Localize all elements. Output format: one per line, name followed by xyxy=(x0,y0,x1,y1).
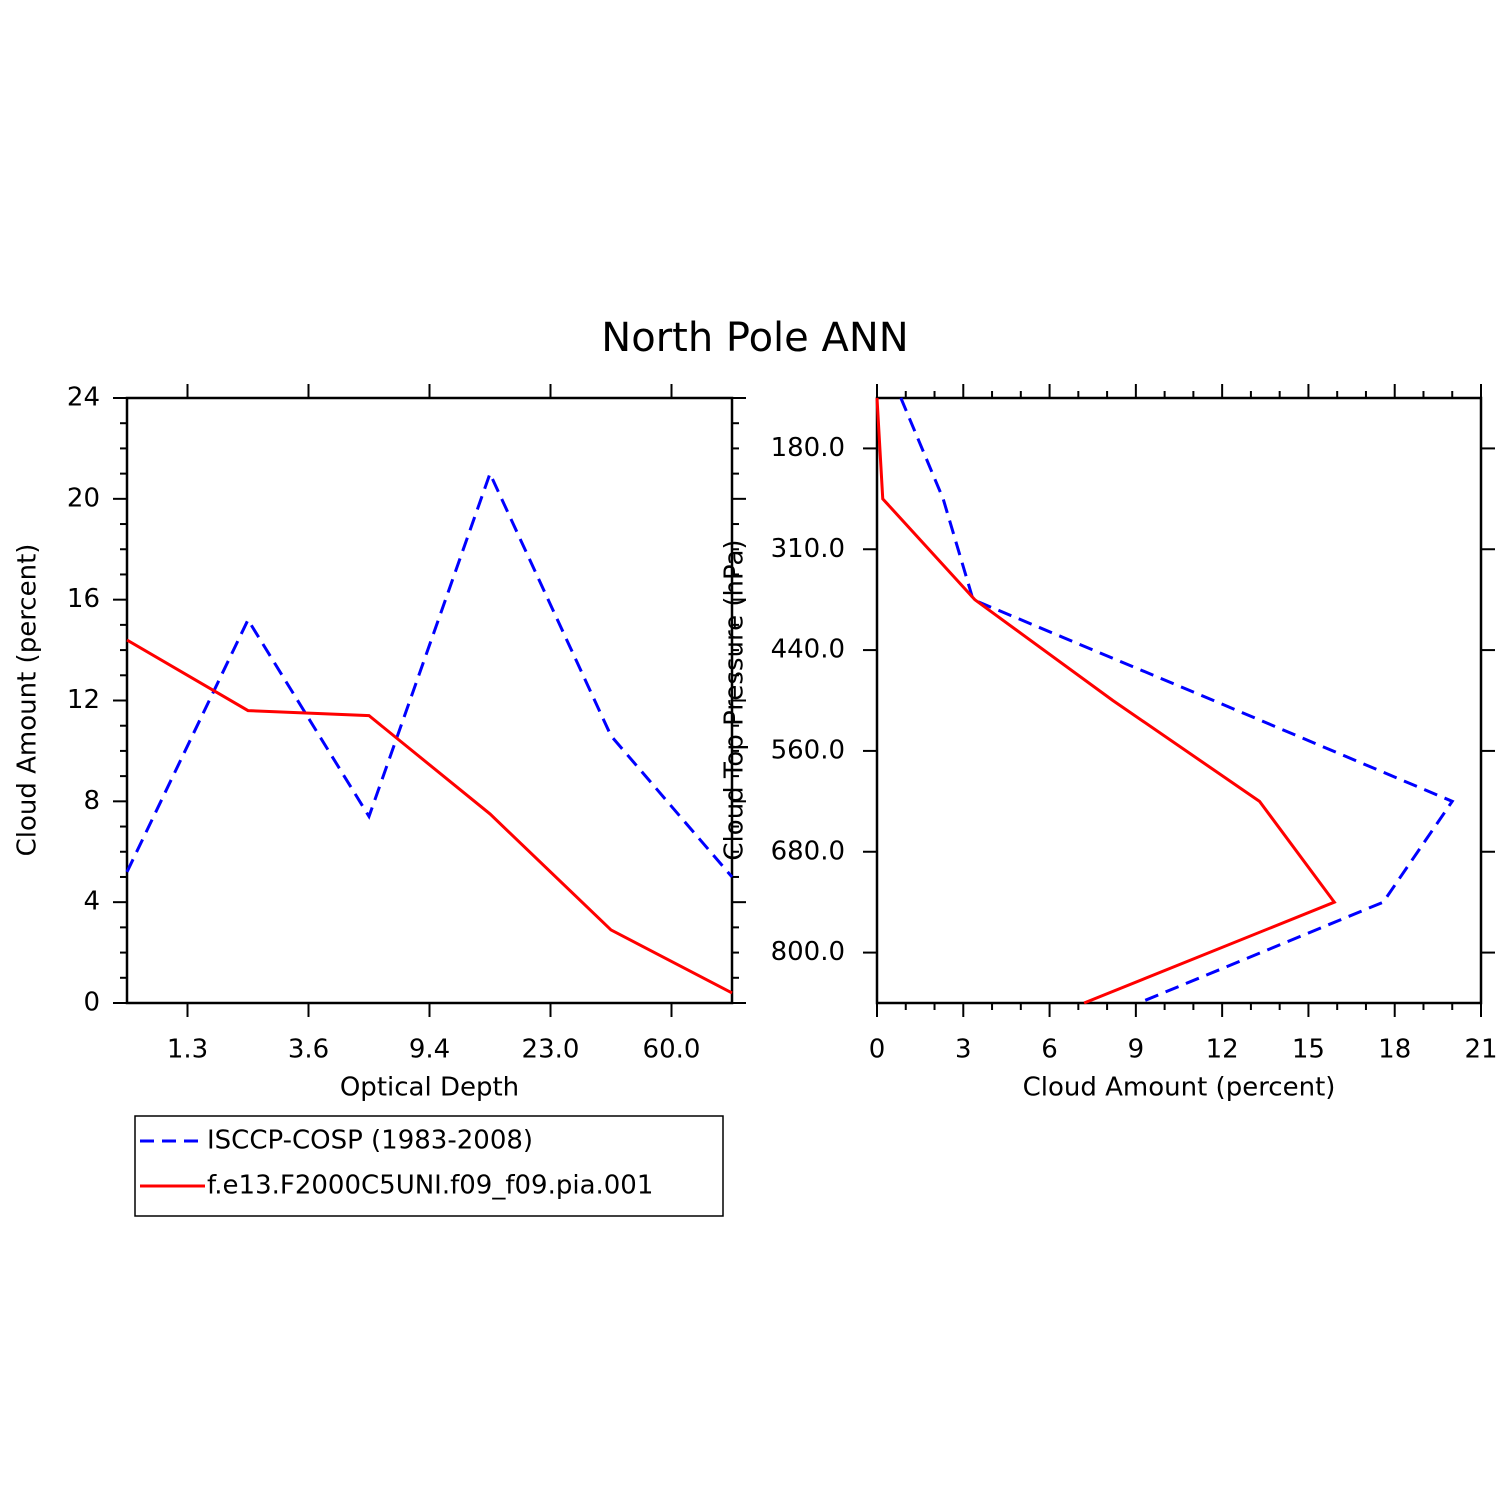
x-tick-label: 3.6 xyxy=(288,1035,329,1065)
x-tick-label: 1.3 xyxy=(167,1035,208,1065)
legend-label: ISCCP-COSP (1983-2008) xyxy=(207,1126,533,1156)
y-axis-label: Cloud Amount (percent) xyxy=(13,544,43,857)
y-tick-label: 20 xyxy=(67,483,100,513)
x-tick-label: 3 xyxy=(955,1035,972,1065)
y-tick-label: 16 xyxy=(67,584,100,614)
plot-frame xyxy=(875,396,1483,1005)
x-axis-label: Cloud Amount (percent) xyxy=(1023,1073,1336,1103)
y-tick-label: 800.0 xyxy=(771,937,845,967)
x-tick-label: 12 xyxy=(1206,1035,1239,1065)
x-tick-label: 9 xyxy=(1128,1035,1145,1065)
x-tick-label: 9.4 xyxy=(409,1035,450,1065)
x-tick-label: 18 xyxy=(1378,1035,1411,1065)
legend-box xyxy=(134,1115,724,1217)
series-line xyxy=(899,397,1455,1005)
y-tick-label: 12 xyxy=(67,685,100,715)
x-tick-label: 21 xyxy=(1464,1035,1497,1065)
x-tick-label: 0 xyxy=(869,1035,886,1065)
y-tick-label: 680.0 xyxy=(771,836,845,866)
plot-frame xyxy=(125,396,734,1005)
y-tick-label: 4 xyxy=(83,887,100,917)
series-line xyxy=(875,397,1337,1005)
y-tick-label: 180.0 xyxy=(771,433,845,463)
legend-label: f.e13.F2000C5UNI.f09_f09.pia.001 xyxy=(207,1171,653,1201)
series-line xyxy=(126,638,733,995)
y-tick-label: 8 xyxy=(83,786,100,816)
y-tick-label: 24 xyxy=(67,383,100,413)
x-axis-label: Optical Depth xyxy=(340,1073,519,1103)
series-line xyxy=(125,469,734,878)
x-tick-label: 6 xyxy=(1041,1035,1058,1065)
y-tick-label: 0 xyxy=(83,988,100,1018)
y-axis-label: Cloud Top Pressure (hPa) xyxy=(720,539,750,860)
figure-title: North Pole ANN xyxy=(601,315,908,361)
x-tick-label: 60.0 xyxy=(643,1035,701,1065)
y-tick-label: 310.0 xyxy=(771,534,845,564)
x-tick-label: 23.0 xyxy=(522,1035,580,1065)
y-tick-label: 440.0 xyxy=(771,635,845,665)
x-tick-label: 15 xyxy=(1292,1035,1325,1065)
y-tick-label: 560.0 xyxy=(771,735,845,765)
